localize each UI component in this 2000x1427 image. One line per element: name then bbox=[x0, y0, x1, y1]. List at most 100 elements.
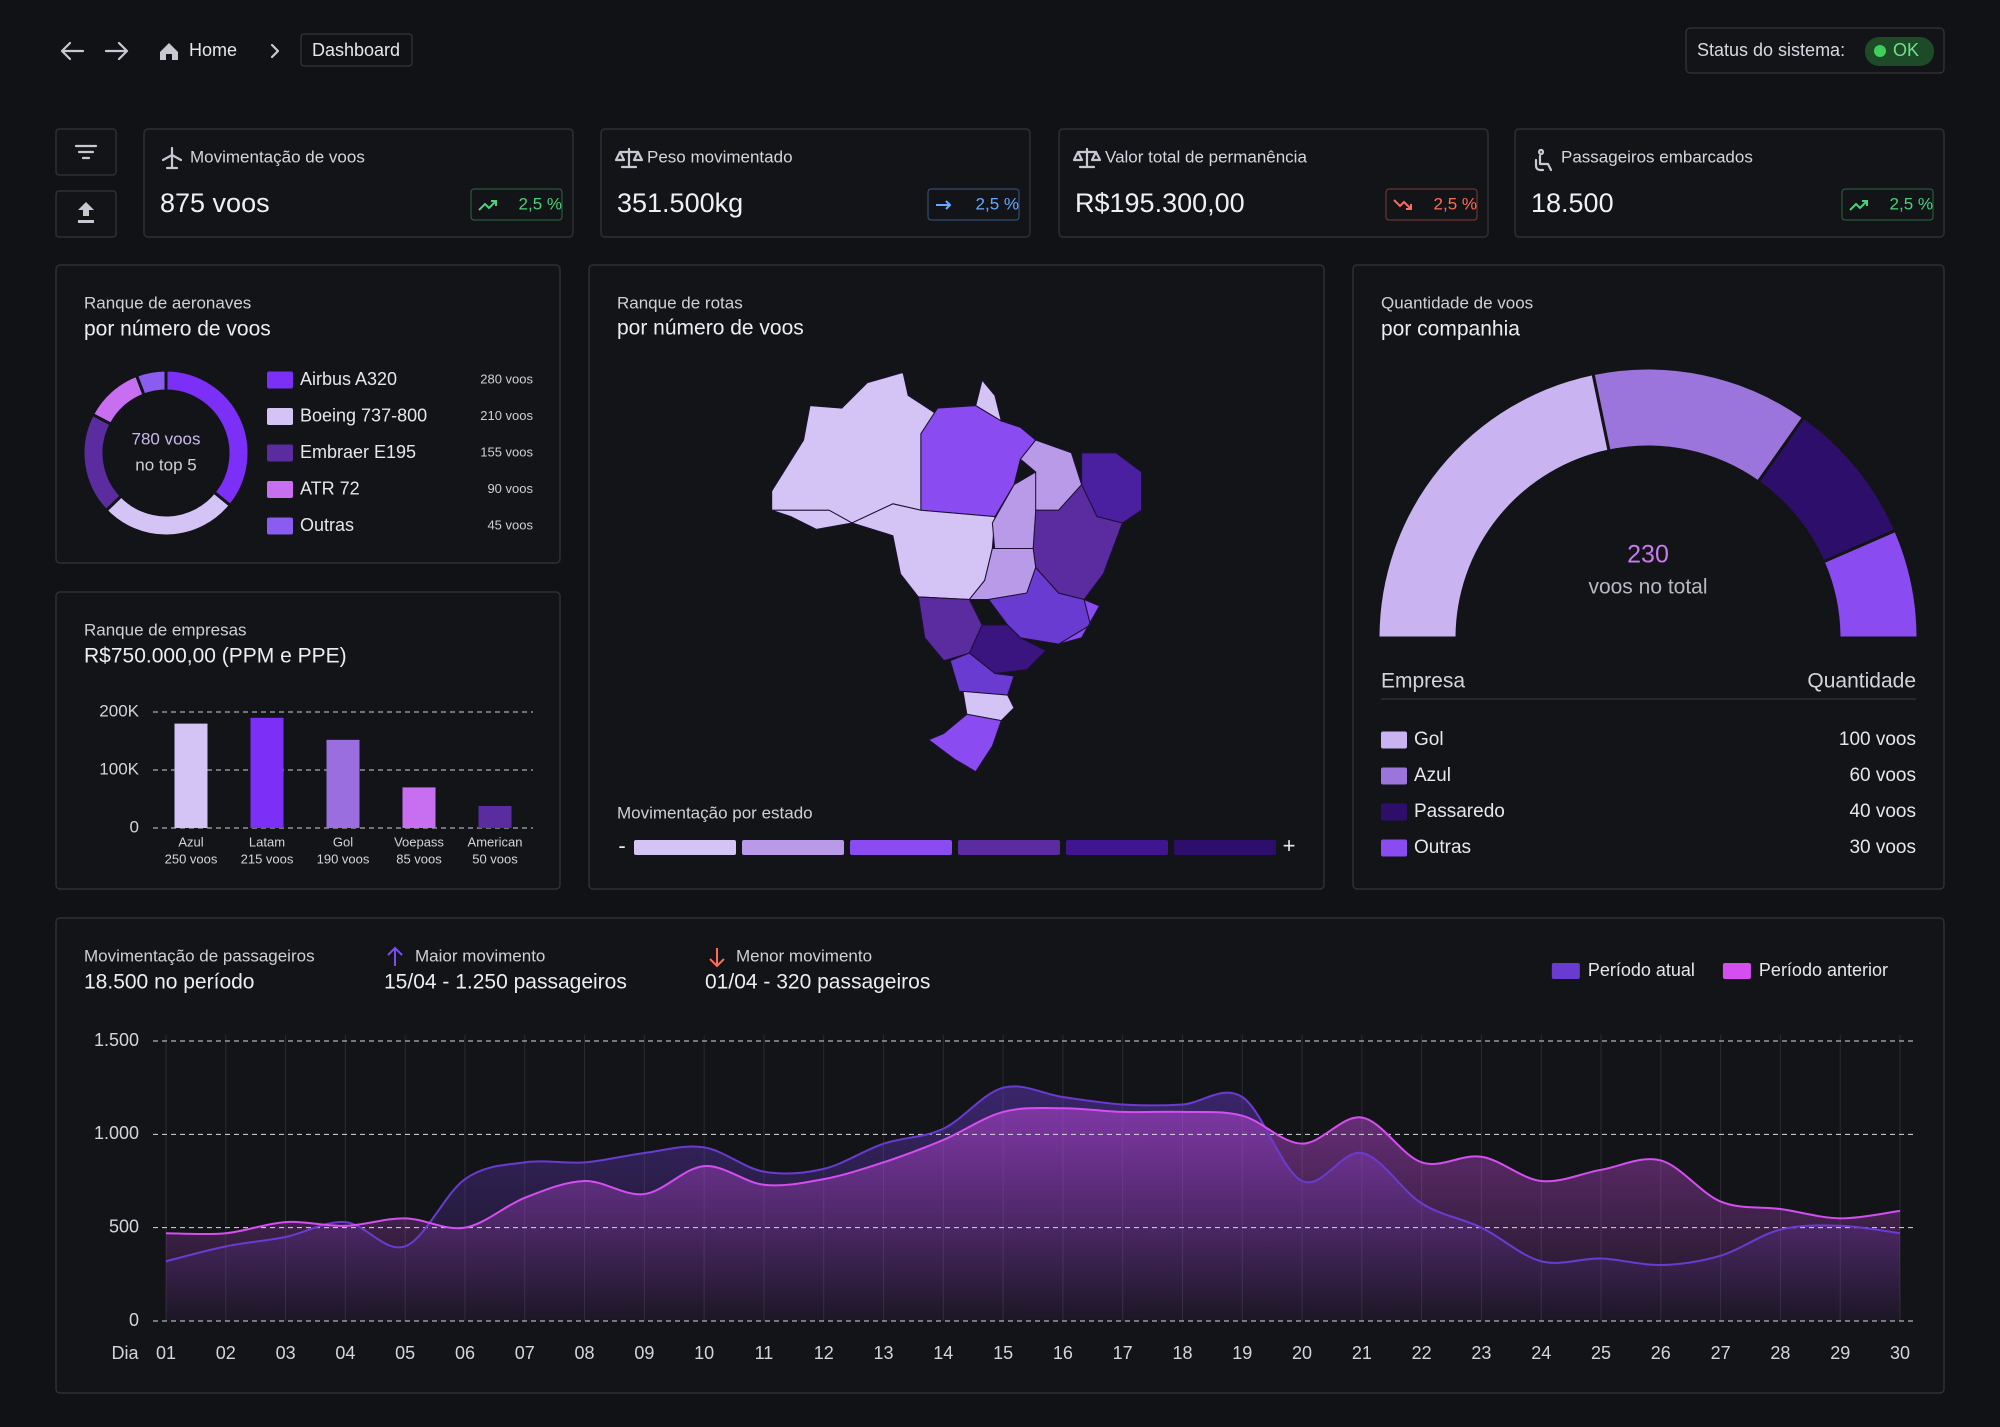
x-tick-label: 07 bbox=[515, 1343, 535, 1363]
breadcrumb-separator bbox=[270, 43, 280, 59]
kpi-change: 2,5 % bbox=[976, 194, 1019, 213]
plane-icon bbox=[161, 146, 183, 170]
line bbox=[165, 1085, 1901, 1267]
kpi-label: Passageiros embarcados bbox=[1561, 147, 1753, 166]
x-tick-label: 24 bbox=[1531, 1343, 1551, 1363]
upload-icon bbox=[78, 202, 94, 223]
kpi-card bbox=[600, 128, 1031, 238]
value-label: 90 voos bbox=[487, 481, 533, 496]
max-label: Maior movimento bbox=[415, 946, 545, 965]
passenger-icon bbox=[1534, 148, 1553, 172]
kpi-change: 2,5 % bbox=[519, 194, 562, 213]
company-value: 30 voos bbox=[1849, 837, 1916, 858]
min-label: Menor movimento bbox=[736, 946, 872, 965]
x-tick-label: 13 bbox=[874, 1343, 894, 1363]
kpi-badge bbox=[1841, 188, 1934, 221]
y-tick-label: 1.500 bbox=[94, 1030, 139, 1050]
x-tick-label: 27 bbox=[1711, 1343, 1731, 1363]
status-dot bbox=[1874, 45, 1886, 57]
company-name: Outras bbox=[1414, 837, 1471, 858]
x-tick-label: 14 bbox=[933, 1343, 953, 1363]
status-label: Status do sistema: bbox=[1697, 40, 1845, 60]
area bbox=[166, 1107, 1900, 1321]
legend-label: Outras bbox=[300, 515, 354, 535]
x-sublabel: 190 voos bbox=[317, 851, 370, 866]
trend-icon bbox=[478, 200, 497, 211]
kpi-change: 2,5 % bbox=[1434, 194, 1477, 213]
gauge-total: 230 bbox=[1627, 541, 1669, 569]
x-tick-label: 08 bbox=[575, 1343, 595, 1363]
chart-title: Ranque de empresas bbox=[84, 620, 247, 639]
table-header: Quantidade bbox=[1807, 670, 1916, 693]
legend-swatch bbox=[1381, 731, 1407, 749]
x-tick-label: 23 bbox=[1471, 1343, 1491, 1363]
kpi-card bbox=[1514, 128, 1945, 238]
legend-swatch bbox=[1381, 803, 1407, 821]
x-tick-label: 26 bbox=[1651, 1343, 1671, 1363]
map-scale-step bbox=[958, 840, 1060, 855]
line bbox=[165, 1106, 1901, 1236]
x-tick-label: American bbox=[468, 834, 523, 849]
kpi-label: Movimentação de voos bbox=[190, 147, 365, 166]
trend-icon bbox=[936, 200, 952, 210]
x-tick-label: 11 bbox=[755, 1343, 774, 1363]
x-tick-label: 03 bbox=[276, 1343, 296, 1363]
legend-swatch bbox=[267, 481, 293, 498]
kpi-value: 18.500 bbox=[1531, 188, 1614, 218]
kpi-change: 2,5 % bbox=[1890, 194, 1933, 213]
y-tick-label: 0 bbox=[130, 817, 139, 836]
max-icon bbox=[387, 946, 403, 966]
status-value: OK bbox=[1893, 40, 1919, 60]
home-icon bbox=[160, 43, 178, 60]
bar bbox=[174, 723, 208, 828]
legend-label: Período anterior bbox=[1759, 960, 1888, 980]
legend-swatch bbox=[1381, 839, 1407, 857]
state bbox=[962, 690, 1015, 722]
min-value: 01/04 - 320 passageiros bbox=[705, 971, 930, 994]
chart-title: Movimentação de passageiros bbox=[84, 946, 315, 965]
back-button[interactable] bbox=[60, 41, 85, 61]
y-tick-label: 1.000 bbox=[94, 1123, 139, 1143]
brazil-map bbox=[771, 371, 1143, 773]
chart-subtitle: por número de voos bbox=[84, 318, 271, 341]
x-tick-label: 12 bbox=[814, 1343, 834, 1363]
trend-icon bbox=[1849, 200, 1868, 211]
kpi-value: R$195.300,00 bbox=[1075, 188, 1245, 218]
bar bbox=[250, 717, 284, 828]
state bbox=[771, 509, 854, 530]
bar bbox=[326, 739, 360, 828]
donut-segment bbox=[134, 368, 168, 397]
x-tick-label: Gol bbox=[333, 834, 353, 849]
legend-swatch bbox=[267, 408, 293, 425]
kpi-badge bbox=[1385, 188, 1478, 221]
kpi-card bbox=[1058, 128, 1489, 238]
forward-button[interactable] bbox=[104, 41, 129, 61]
chart-title: Quantidade de voos bbox=[1381, 293, 1533, 312]
company-value: 100 voos bbox=[1839, 729, 1916, 750]
y-tick-label: 500 bbox=[109, 1216, 139, 1236]
map-scale-step bbox=[1066, 840, 1168, 855]
kpi-label: Valor total de permanência bbox=[1105, 147, 1307, 166]
x-tick-label: 25 bbox=[1591, 1343, 1611, 1363]
x-tick-label: Latam bbox=[249, 834, 285, 849]
scale-icon bbox=[614, 147, 644, 169]
state bbox=[975, 379, 1003, 422]
chart-subtitle: 18.500 no período bbox=[84, 971, 254, 994]
chart-subtitle: por companhia bbox=[1381, 318, 1520, 341]
legend-label: Período atual bbox=[1588, 960, 1695, 980]
x-tick-label: 15 bbox=[993, 1343, 1013, 1363]
gauge-segment bbox=[1821, 528, 1920, 640]
legend-label: Boeing 737-800 bbox=[300, 405, 427, 425]
breadcrumb-home[interactable]: Home bbox=[189, 40, 237, 60]
x-tick-label: Voepass bbox=[394, 834, 444, 849]
legend-swatch bbox=[1381, 767, 1407, 785]
state bbox=[927, 713, 1002, 773]
y-tick-label: 200K bbox=[99, 701, 139, 720]
state bbox=[949, 652, 1015, 696]
x-tick-label: 01 bbox=[156, 1343, 176, 1363]
value-label: 210 voos bbox=[480, 408, 533, 423]
trend-icon bbox=[1393, 199, 1412, 210]
value-label: 155 voos bbox=[480, 444, 533, 459]
map-scale-step bbox=[850, 840, 952, 855]
